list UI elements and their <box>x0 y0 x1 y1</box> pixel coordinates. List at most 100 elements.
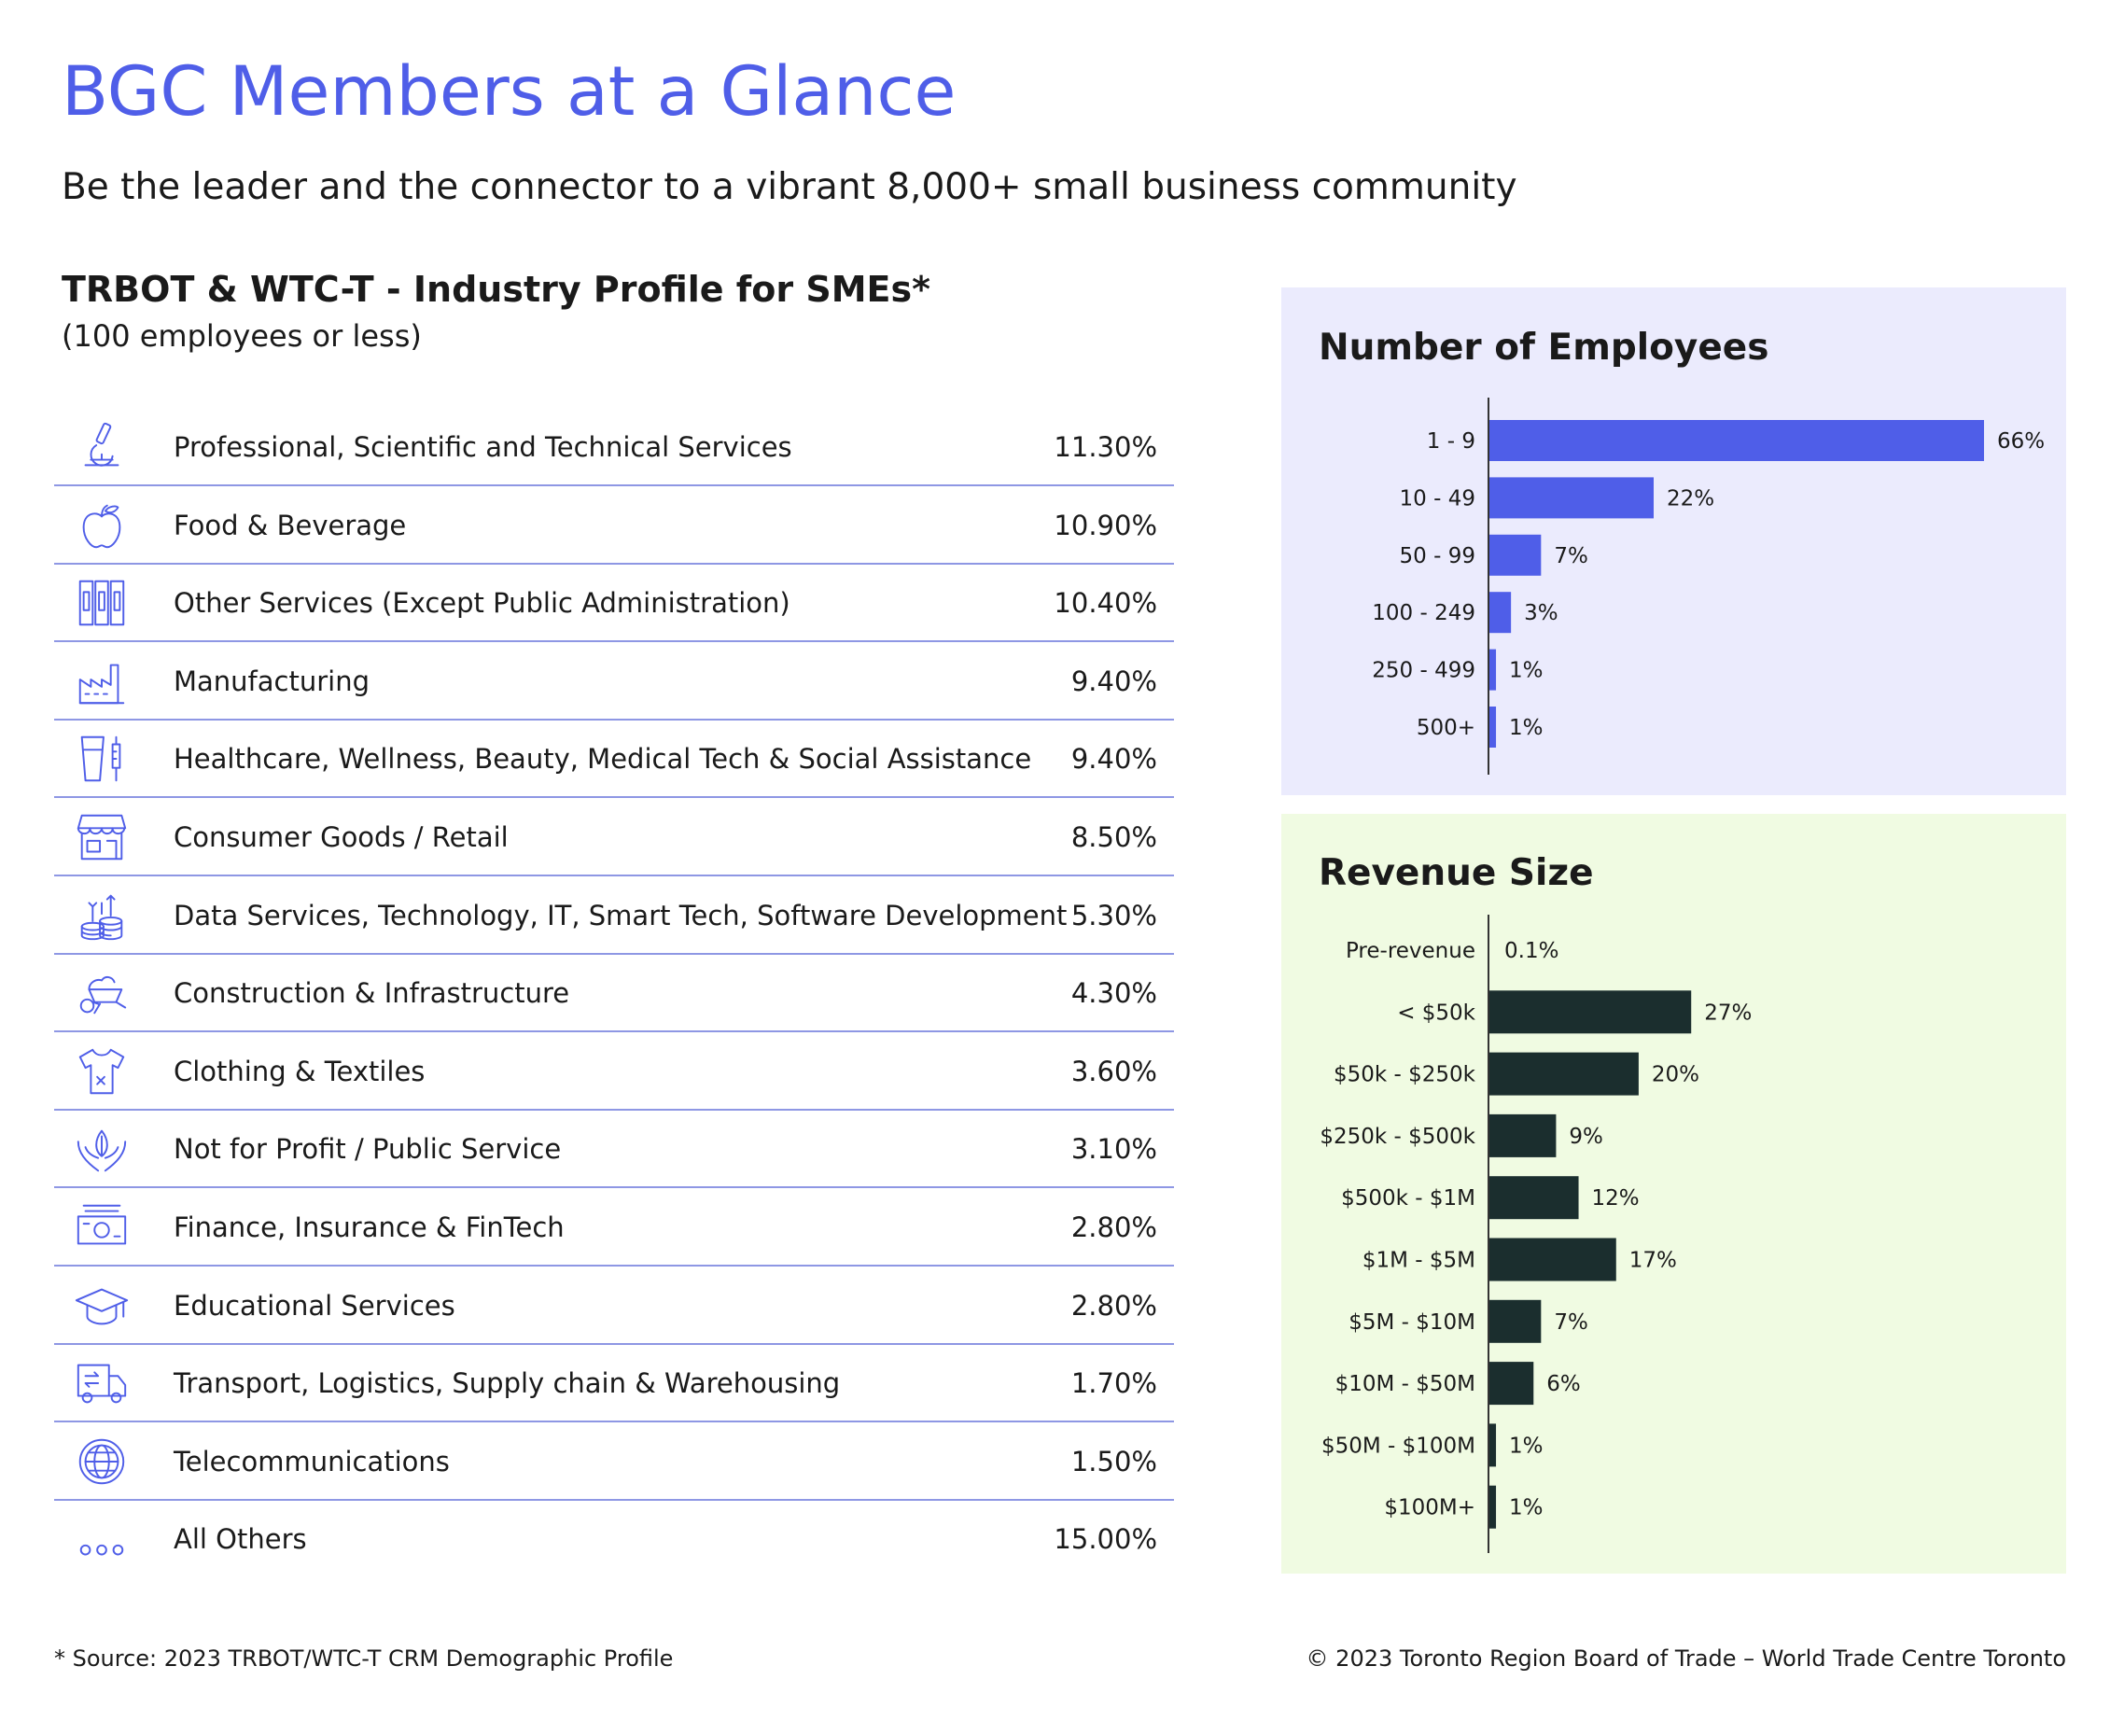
data-stack-icon <box>73 887 131 945</box>
employees-bar-chart: 1 - 9 66% 10 - 49 22% 50 - 99 7% 100 - 249 3% 25… <box>1372 398 2045 775</box>
apple-icon <box>73 497 131 554</box>
industry-label: Clothing & Textiles <box>174 1055 426 1087</box>
bar <box>1488 420 1984 461</box>
data-label: 1% <box>1509 1496 1544 1520</box>
bar <box>1488 1423 1497 1467</box>
revenue-chart-title: Revenue Size <box>1319 852 1594 894</box>
category-label: $50M - $100M <box>1321 1434 1475 1458</box>
data-label: 1% <box>1509 716 1544 740</box>
tshirt-icon <box>73 1043 131 1100</box>
bar <box>1488 1362 1534 1406</box>
industry-label: Data Services, Technology, IT, Smart Tec… <box>174 899 1068 931</box>
industry-row: Construction & Infrastructure 4.30% <box>54 955 1174 1033</box>
category-label: $5M - $10M <box>1348 1310 1475 1335</box>
industry-value: 3.60% <box>1070 1055 1157 1087</box>
bar <box>1488 1113 1557 1157</box>
data-label: 22% <box>1667 486 1714 511</box>
hands-leaf-icon <box>73 1120 131 1178</box>
copyright-notice: © 2023 Toronto Region Board of Trade – W… <box>1306 1645 2066 1672</box>
data-label: 17% <box>1629 1249 1677 1273</box>
industry-row: Educational Services 2.80% <box>54 1267 1174 1345</box>
industry-row: Not for Profit / Public Service 3.10% <box>54 1111 1174 1189</box>
data-label: 7% <box>1554 1310 1588 1335</box>
industry-value: 2.80% <box>1070 1211 1157 1243</box>
industry-row: Clothing & Textiles 3.60% <box>54 1033 1174 1111</box>
industry-label: All Others <box>174 1523 307 1556</box>
category-label: $500k - $1M <box>1341 1186 1475 1211</box>
industry-row: Consumer Goods / Retail 8.50% <box>54 799 1174 876</box>
bar <box>1488 707 1497 748</box>
bar <box>1488 1176 1579 1220</box>
cup-syringe-icon <box>73 730 131 788</box>
category-label: 250 - 499 <box>1372 659 1475 683</box>
industry-label: Construction & Infrastructure <box>174 977 570 1010</box>
industry-row: Food & Beverage 10.90% <box>54 487 1174 565</box>
industry-value: 1.70% <box>1070 1367 1157 1400</box>
source-footnote: * Source: 2023 TRBOT/WTC-T CRM Demograph… <box>54 1645 674 1672</box>
data-label: 1% <box>1509 1434 1544 1458</box>
industry-value: 1.50% <box>1070 1445 1157 1477</box>
industry-label: Other Services (Except Public Administra… <box>174 587 790 620</box>
industry-row: Telecommunications 1.50% <box>54 1423 1174 1501</box>
employees-chart-panel: Number of Employees 1 - 9 66% 10 - 49 22% 50… <box>1281 287 2066 795</box>
industry-value: 4.30% <box>1070 977 1157 1010</box>
industry-label: Telecommunications <box>174 1445 450 1477</box>
page-subtitle: Be the leader and the connector to a vib… <box>62 166 1517 208</box>
data-label: 1% <box>1509 659 1544 683</box>
industry-section-note: (100 employees or less) <box>62 318 422 354</box>
data-label: 6% <box>1546 1372 1581 1396</box>
data-label: 9% <box>1569 1125 1603 1149</box>
industry-row: Transport, Logistics, Supply chain & War… <box>54 1345 1174 1423</box>
microscope-icon <box>73 418 131 476</box>
data-label: 12% <box>1592 1186 1640 1211</box>
category-label: 50 - 99 <box>1400 544 1475 568</box>
category-label: < $50k <box>1397 1001 1475 1025</box>
industry-row: Manufacturing 9.40% <box>54 643 1174 721</box>
ellipsis-icon <box>73 1510 131 1568</box>
data-label: 20% <box>1652 1063 1699 1087</box>
bar <box>1488 592 1512 634</box>
bar <box>1488 534 1542 576</box>
industry-row: Healthcare, Wellness, Beauty, Medical Te… <box>54 721 1174 799</box>
industry-row: Data Services, Technology, IT, Smart Tec… <box>54 877 1174 955</box>
category-label: $100M+ <box>1384 1496 1475 1520</box>
category-label: 100 - 249 <box>1372 601 1475 625</box>
industry-value: 10.40% <box>1054 587 1157 620</box>
industry-row: Professional, Scientific and Technical S… <box>54 409 1174 486</box>
industry-value: 2.80% <box>1070 1289 1157 1322</box>
industry-value: 5.30% <box>1070 899 1157 931</box>
bar <box>1488 1485 1497 1529</box>
industry-row: Other Services (Except Public Administra… <box>54 565 1174 643</box>
page-title: BGC Members at a Glance <box>62 52 957 132</box>
graduation-cap-icon <box>73 1277 131 1335</box>
data-label: 27% <box>1704 1001 1752 1025</box>
wheelbarrow-icon <box>73 964 131 1022</box>
industry-value: 10.90% <box>1054 509 1157 541</box>
bar <box>1488 990 1692 1034</box>
employees-chart-title: Number of Employees <box>1319 327 1769 369</box>
category-label: $250k - $500k <box>1320 1125 1475 1149</box>
banknote-icon <box>73 1198 131 1256</box>
revenue-chart-panel: Revenue Size Pre-revenue 0.1% < $50k 27% $50… <box>1281 814 2066 1574</box>
industry-section-title: TRBOT & WTC-T - Industry Profile for SME… <box>62 269 930 310</box>
industry-label: Consumer Goods / Retail <box>174 821 509 853</box>
industry-label: Healthcare, Wellness, Beauty, Medical Te… <box>174 743 1032 776</box>
delivery-truck-icon <box>73 1354 131 1412</box>
category-label: Pre-revenue <box>1346 939 1475 963</box>
globe-icon <box>73 1433 131 1491</box>
industry-label: Professional, Scientific and Technical S… <box>174 431 792 463</box>
binders-icon <box>73 574 131 632</box>
data-label: 66% <box>1997 429 2045 454</box>
industry-row: All Others 15.00% <box>54 1501 1174 1578</box>
industry-value: 11.30% <box>1054 431 1157 463</box>
category-label: $1M - $5M <box>1362 1249 1475 1273</box>
industry-value: 15.00% <box>1054 1523 1157 1556</box>
bar <box>1488 1299 1542 1343</box>
industry-label: Finance, Insurance & FinTech <box>174 1211 565 1243</box>
revenue-bar-chart: Pre-revenue 0.1% < $50k 27% $50k - $250k 20% $… <box>1320 915 1752 1553</box>
industry-label: Food & Beverage <box>174 509 407 541</box>
industry-label: Not for Profit / Public Service <box>174 1133 562 1166</box>
industry-value: 9.40% <box>1070 665 1157 697</box>
industry-value: 9.40% <box>1070 743 1157 776</box>
industry-label: Transport, Logistics, Supply chain & War… <box>174 1367 841 1400</box>
